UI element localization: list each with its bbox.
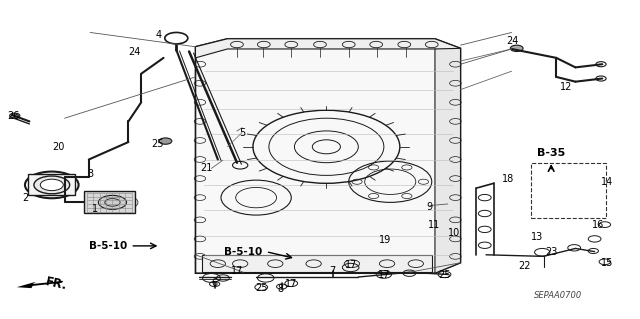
Text: 24: 24 xyxy=(507,36,519,46)
Text: 14: 14 xyxy=(601,177,614,187)
Text: 24: 24 xyxy=(129,47,141,56)
Circle shape xyxy=(101,202,102,203)
Circle shape xyxy=(40,179,63,191)
Text: FR.: FR. xyxy=(44,275,68,293)
Text: 25: 25 xyxy=(151,139,163,149)
Text: B-5-10: B-5-10 xyxy=(224,247,262,256)
Bar xyxy=(84,191,135,213)
Text: 22: 22 xyxy=(518,261,531,271)
Text: 11: 11 xyxy=(428,219,440,230)
Text: 25: 25 xyxy=(438,271,451,280)
Text: 23: 23 xyxy=(545,247,557,256)
Circle shape xyxy=(110,196,138,209)
Text: 17: 17 xyxy=(285,279,298,289)
Text: 19: 19 xyxy=(379,234,391,245)
Bar xyxy=(28,174,76,195)
Circle shape xyxy=(103,200,111,204)
Text: 5: 5 xyxy=(239,128,245,137)
Polygon shape xyxy=(195,39,461,273)
Circle shape xyxy=(34,176,70,194)
Circle shape xyxy=(108,197,129,208)
Text: B-5-10: B-5-10 xyxy=(89,241,127,251)
Text: 3: 3 xyxy=(87,169,93,179)
Text: 17: 17 xyxy=(378,271,390,280)
Text: 13: 13 xyxy=(531,232,543,242)
Text: 9: 9 xyxy=(427,202,433,211)
Text: 18: 18 xyxy=(502,174,515,183)
Polygon shape xyxy=(17,281,63,288)
Text: 21: 21 xyxy=(200,163,212,174)
Polygon shape xyxy=(195,39,461,58)
Circle shape xyxy=(10,113,20,118)
Text: SEPAA0700: SEPAA0700 xyxy=(534,291,582,300)
Text: 12: 12 xyxy=(559,82,572,92)
Text: 8: 8 xyxy=(277,284,284,294)
Text: 17: 17 xyxy=(231,266,243,276)
Bar xyxy=(202,255,432,272)
Circle shape xyxy=(106,199,120,206)
Circle shape xyxy=(159,138,172,144)
Circle shape xyxy=(510,45,523,51)
Text: 7: 7 xyxy=(330,266,336,276)
Text: 4: 4 xyxy=(156,30,162,40)
Text: 15: 15 xyxy=(601,258,614,268)
Text: 20: 20 xyxy=(52,142,65,152)
Text: 1: 1 xyxy=(92,204,99,214)
Polygon shape xyxy=(435,48,461,273)
Text: 26: 26 xyxy=(7,111,20,121)
Text: 10: 10 xyxy=(448,227,460,238)
Circle shape xyxy=(99,196,127,209)
Text: 17: 17 xyxy=(344,260,357,270)
Text: 25: 25 xyxy=(255,283,268,293)
Text: 6: 6 xyxy=(212,278,218,288)
Text: 16: 16 xyxy=(591,219,604,230)
Text: B-35: B-35 xyxy=(537,148,565,158)
Text: 2: 2 xyxy=(22,193,28,203)
Bar xyxy=(531,163,606,218)
